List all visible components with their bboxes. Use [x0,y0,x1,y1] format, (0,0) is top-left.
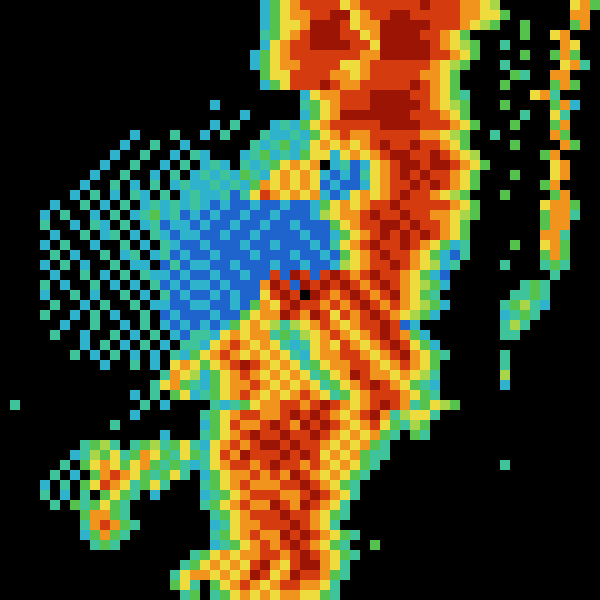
radar-view [0,0,600,600]
radar-reflectivity-image [0,0,600,600]
